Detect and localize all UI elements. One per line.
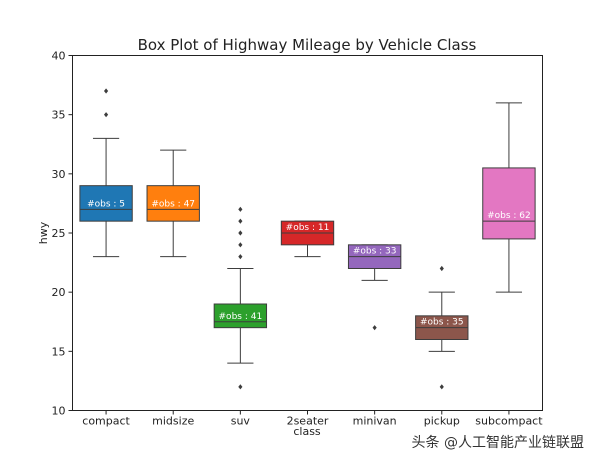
obs-count-label: #obs : 33	[353, 247, 397, 257]
outlier-point	[439, 265, 444, 272]
outlier-point	[238, 218, 243, 224]
obs-count-label: #obs : 41	[219, 312, 263, 322]
y-tick-label: 25	[52, 227, 66, 240]
box-compact: #obs : 5	[79, 88, 133, 258]
y-tick-label: 15	[52, 345, 66, 358]
x-axis: compact midsize suv 2seater minivan pickup sub…	[82, 410, 543, 428]
outlier-point	[439, 384, 444, 390]
x-tick-label: pickup	[424, 415, 460, 428]
x-tick-label: midsize	[152, 415, 194, 428]
iqr-box	[79, 185, 133, 222]
box-suv: #obs : 41	[213, 206, 268, 390]
y-tick-label: 35	[52, 109, 66, 122]
box-2seater: #obs : 11	[280, 220, 335, 258]
y-tick-label: 30	[52, 168, 66, 181]
x-tick-label: suv	[231, 415, 251, 428]
outlier-point	[238, 230, 243, 236]
outlier-point	[103, 112, 109, 118]
y-tick-label: 10	[52, 405, 66, 418]
boxes-layer: #obs : 5 #obs : 47 #obs : 41 #obs : 11 #obs …	[79, 88, 536, 390]
iqr-box	[482, 167, 536, 240]
outlier-point	[103, 88, 109, 94]
x-tick-label: compact	[82, 415, 130, 428]
outlier-point	[238, 242, 243, 248]
outlier-point	[238, 206, 243, 212]
obs-count-label: #obs : 47	[151, 199, 195, 209]
obs-count-label: #obs : 62	[487, 211, 531, 221]
y-tick-label: 20	[52, 286, 66, 299]
box-subcompact: #obs : 62	[482, 102, 536, 293]
y-tick-label: 40	[52, 50, 66, 63]
outlier-point	[372, 325, 377, 331]
watermark-text: 头条 @人工智能产业链联盟	[411, 435, 584, 451]
x-tick-label: minivan	[353, 415, 397, 428]
x-axis-label: class	[293, 425, 321, 438]
y-axis-label: hwy	[37, 221, 50, 244]
obs-count-label: #obs : 5	[87, 199, 125, 209]
y-axis: 10 15 20 25 30 35 40	[52, 50, 73, 418]
x-tick-label: 2seater	[287, 415, 329, 428]
box-midsize: #obs : 47	[146, 149, 200, 258]
chart-title: Box Plot of Highway Mileage by Vehicle C…	[138, 36, 477, 54]
iqr-box	[146, 185, 200, 222]
obs-count-label: #obs : 11	[286, 223, 330, 233]
box-pickup: #obs : 35	[415, 265, 469, 390]
outlier-point	[238, 384, 243, 390]
obs-count-label: #obs : 35	[420, 318, 464, 328]
outlier-point	[238, 254, 243, 260]
box-minivan: #obs : 33	[347, 244, 402, 331]
x-tick-label: subcompact	[475, 415, 543, 428]
